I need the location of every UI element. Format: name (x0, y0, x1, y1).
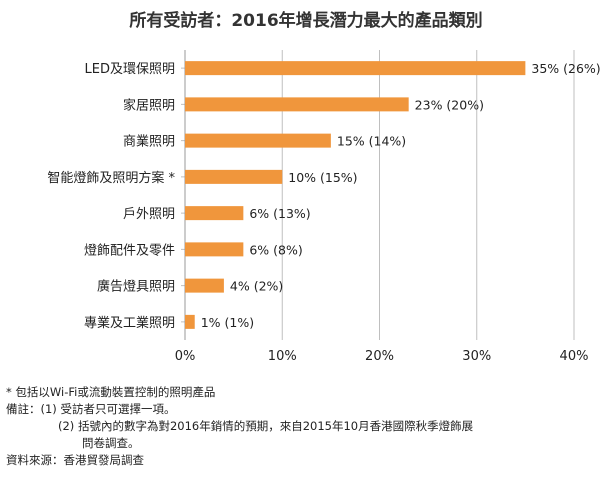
data-label: 6% (8%) (249, 242, 302, 257)
remark-2: (2) 括號內的數字為對2016年銷情的預期，來自2015年10月香港國際秋季燈… (58, 419, 474, 433)
bar (185, 61, 526, 76)
category-label: 戶外照明 (123, 207, 175, 222)
bar (185, 278, 224, 293)
bar (185, 133, 331, 148)
x-tick-label: 30% (462, 349, 491, 364)
chart-title: 所有受訪者：2016年增長潛力最大的產品類別 (129, 11, 483, 31)
bars (185, 61, 526, 329)
gridlines (181, 50, 575, 340)
bar (185, 97, 409, 112)
category-label: 燈飾配件及零件 (84, 243, 175, 258)
asterisk-note: * 包括以Wi-Fi或流動裝置控制的照明產品 (6, 385, 216, 399)
data-label: 6% (13%) (249, 206, 310, 221)
remark-2-continued: 問卷調查。 (82, 436, 140, 450)
data-label: 4% (2%) (230, 279, 283, 294)
labels: 0% 10% 20% 30% 40% LED及環保照明 35% (26%) 家居照明 23% (… (47, 61, 600, 364)
x-tick-label: 10% (268, 349, 297, 364)
category-label: 專業及工業照明 (84, 315, 175, 331)
data-label: 1% (1%) (201, 315, 254, 330)
category-label: 智能燈飾及照明方案 * (47, 170, 175, 186)
data-label: 10% (15%) (288, 170, 357, 185)
category-label: 商業照明 (123, 134, 175, 150)
category-label: 家居照明 (123, 97, 175, 113)
x-tick-label: 40% (560, 349, 589, 364)
data-label: 35% (26%) (531, 61, 600, 76)
bar (185, 206, 244, 221)
chart-notes: * 包括以Wi-Fi或流動裝置控制的照明產品 備註：(1) 受訪者只可選擇一項。… (6, 384, 606, 469)
bar (185, 242, 244, 257)
x-tick-label: 20% (365, 349, 394, 364)
bar (185, 169, 283, 184)
category-label: LED及環保照明 (85, 62, 175, 77)
data-label: 23% (20%) (415, 97, 484, 112)
remark-1: 備註：(1) 受訪者只可選擇一項。 (6, 402, 176, 416)
bar (185, 314, 195, 329)
x-tick-label: 0% (175, 349, 196, 364)
source-note: 資料來源：香港貿發局調查 (6, 453, 144, 467)
bar-chart: 0% 10% 20% 30% 40% LED及環保照明 35% (26%) 家居照明 23% (… (47, 50, 601, 364)
data-label: 15% (14%) (337, 134, 406, 149)
category-label: 廣告燈具照明 (97, 280, 175, 295)
